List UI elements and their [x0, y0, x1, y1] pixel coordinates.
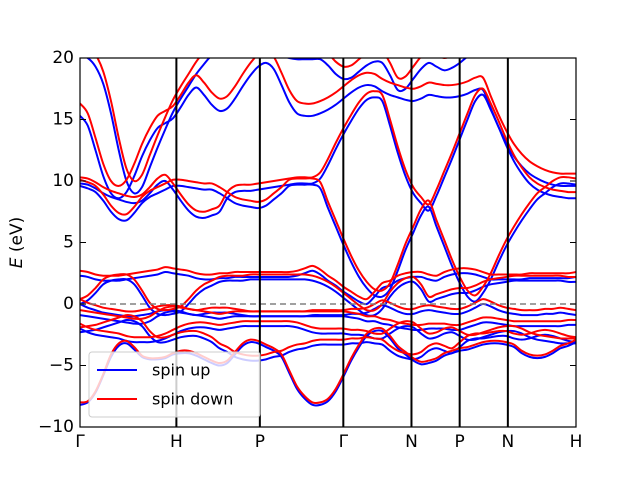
y-axis-label-symbol: E	[7, 257, 27, 268]
x-tick-label-0: Γ	[75, 432, 85, 452]
band-spin-up-1	[80, 318, 576, 362]
band-spin-down-9	[80, 58, 576, 187]
band-spin-down-7	[80, 175, 576, 297]
band-spin-down-2	[80, 320, 576, 340]
x-tick-label-7: H	[570, 432, 583, 452]
y-axis-ticks: −10 −5 0 5 10 15 20	[38, 48, 576, 437]
y-tick-label-3: 5	[63, 233, 74, 253]
y-tick-label-4: 10	[52, 171, 74, 191]
band-spin-up-3	[80, 310, 576, 332]
band-spin-down-8	[80, 87, 576, 213]
plot-frame	[79, 57, 577, 428]
band-spin-up-10	[85, 58, 468, 195]
x-tick-label-6: N	[501, 432, 514, 452]
band-spin-down-4	[80, 298, 576, 313]
y-tick-label-6: 20	[52, 48, 74, 68]
legend: spin up spin down	[88, 351, 261, 418]
band-spin-down-1	[80, 314, 576, 357]
x-tick-label-4: N	[405, 432, 418, 452]
y-tick-label-5: 15	[52, 110, 74, 130]
x-tick-label-5: P	[455, 432, 465, 452]
y-tick-label-2: 0	[63, 294, 74, 314]
band-spin-up-5	[80, 277, 576, 317]
y-axis-label: E (eV)	[7, 217, 27, 269]
band-spin-up-2	[80, 325, 576, 345]
legend-box	[88, 351, 261, 418]
y-tick-label-0: −10	[38, 417, 74, 437]
x-tick-label-2: P	[255, 432, 265, 452]
y-tick-label-1: −5	[49, 356, 74, 376]
y-axis-label-unit: (eV)	[7, 217, 27, 258]
band-spin-down-10	[96, 58, 450, 183]
x-tick-label-3: Γ	[339, 432, 349, 452]
band-spin-down-5	[80, 273, 576, 312]
legend-label-spin-up: spin up	[152, 361, 210, 380]
legend-label-spin-down: spin down	[152, 390, 233, 409]
x-tick-label-1: H	[170, 432, 183, 452]
band-spin-down-6	[80, 264, 576, 301]
band-spin-down-3	[80, 305, 576, 327]
